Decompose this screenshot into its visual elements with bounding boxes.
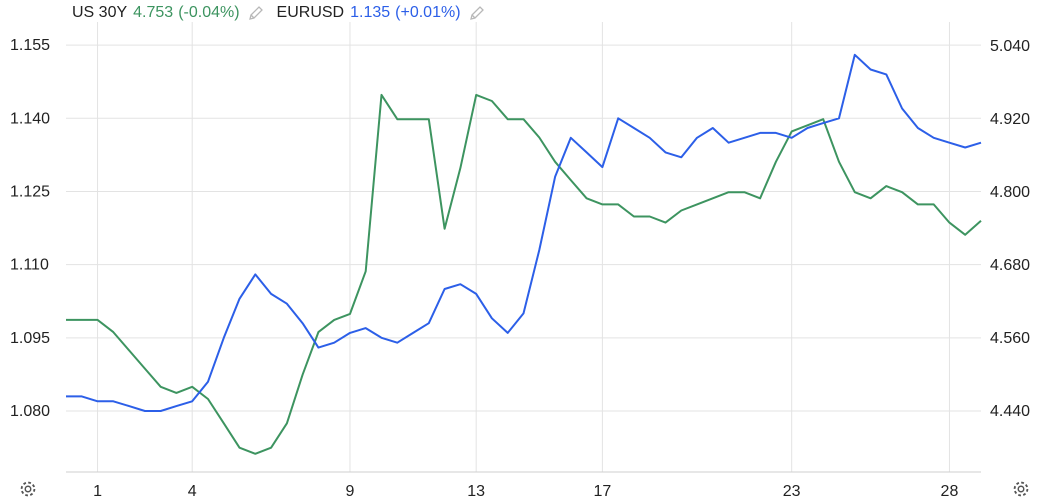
x-tick-label: 28	[941, 483, 959, 500]
x-tick-label: 17	[593, 483, 611, 500]
legend-eurusd-name: EURUSD	[276, 4, 345, 21]
x-tick-label: 13	[467, 483, 485, 500]
right-tick-label: 4.680	[990, 257, 1030, 274]
x-tick-label: 1	[93, 483, 102, 500]
right-tick-label: 4.920	[990, 111, 1030, 128]
left-tick-label: 1.080	[10, 403, 50, 420]
legend-eurusd-change: (+0.01%)	[395, 4, 461, 21]
legend-us30y-change: (-0.04%)	[178, 4, 240, 21]
right-tick-label: 5.040	[990, 38, 1030, 55]
legend-us30y-name: US 30Y	[72, 4, 128, 21]
gear-icon[interactable]	[17, 478, 39, 500]
legend: US 30Y 4.753 (-0.04%) EURUSD 1.135 (+0.0…	[72, 4, 498, 22]
right-tick-label: 4.440	[990, 403, 1030, 420]
left-tick-label: 1.125	[10, 183, 50, 200]
left-tick-label: 1.110	[10, 257, 49, 274]
left-tick-label: 1.140	[10, 110, 50, 127]
left-tick-label: 1.095	[10, 330, 50, 347]
x-axis: 1 4 9 13 17 23 28	[93, 483, 958, 500]
pencil-icon[interactable]	[247, 4, 265, 22]
right-axis: 5.040 4.920 4.800 4.680 4.560 4.440	[990, 38, 1030, 420]
left-tick-label: 1.155	[10, 37, 50, 54]
series-line-us30y	[66, 93, 982, 455]
legend-item-us30y[interactable]: US 30Y 4.753 (-0.04%)	[72, 4, 265, 22]
vertical-gridlines	[97, 22, 950, 472]
gear-icon[interactable]	[1010, 478, 1032, 500]
legend-eurusd-value: 1.135	[350, 4, 391, 21]
x-tick-label: 23	[783, 483, 801, 500]
right-tick-label: 4.560	[990, 330, 1030, 347]
x-tick-label: 9	[346, 483, 355, 500]
pencil-icon[interactable]	[468, 4, 486, 22]
series-layer	[66, 53, 982, 455]
legend-item-eurusd[interactable]: EURUSD 1.135 (+0.01%)	[277, 4, 486, 22]
x-tick-label: 4	[188, 483, 197, 500]
left-axis: 1.155 1.140 1.125 1.110 1.095 1.080	[10, 37, 50, 420]
legend-us30y-value: 4.753	[133, 4, 174, 21]
right-tick-label: 4.800	[990, 184, 1030, 201]
series-line-eurusd	[66, 53, 982, 412]
